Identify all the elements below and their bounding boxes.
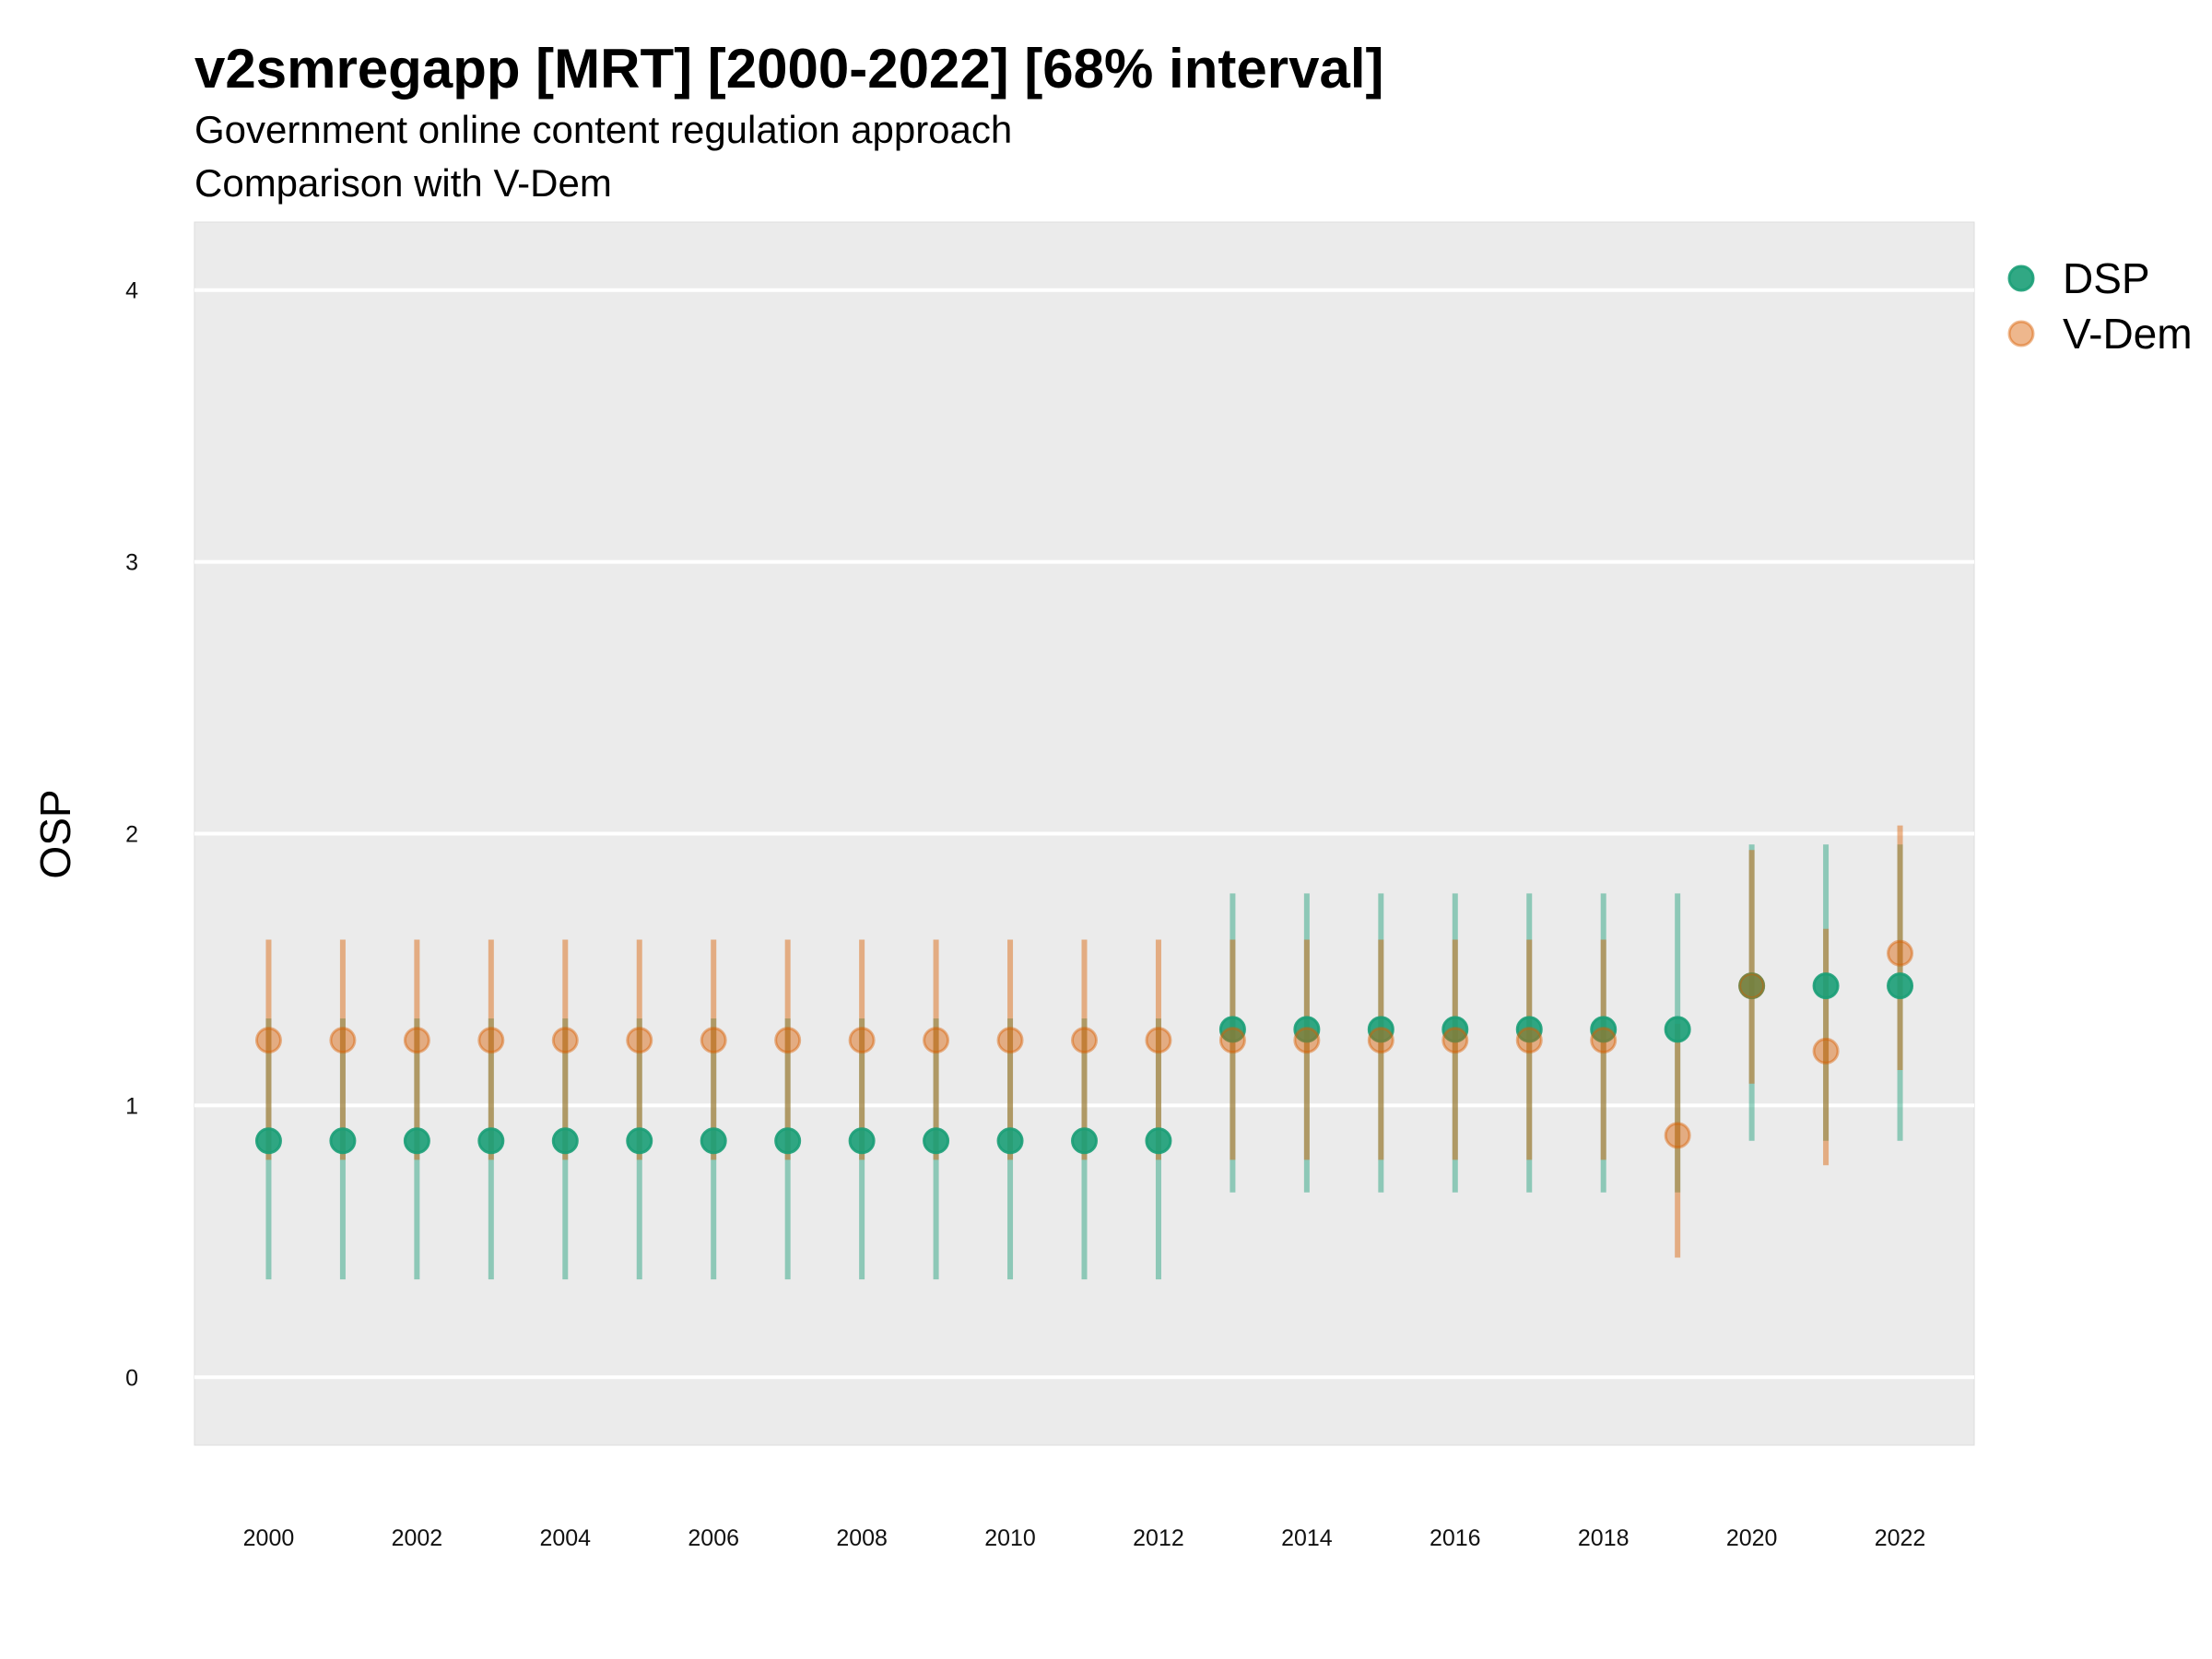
v-dem-point-2003 (477, 1027, 505, 1054)
v-dem-legend-key (2007, 320, 2035, 347)
x-tick-label: 2004 (539, 1525, 591, 1551)
dsp-point-2011 (1071, 1127, 1098, 1155)
v-dem-point-2011 (1071, 1027, 1098, 1054)
x-tick-label: 2016 (1430, 1525, 1481, 1551)
dsp-point-2002 (403, 1127, 430, 1155)
grid-lines (194, 288, 1974, 1380)
v-dem-point-2000 (254, 1027, 282, 1054)
v-dem-point-2020 (1738, 972, 1766, 1000)
v-dem-legend-label: V-Dem (2063, 310, 2193, 358)
legend: DSP V-Dem (2007, 254, 2193, 358)
x-tick-label: 2020 (1726, 1525, 1778, 1551)
x-tick-label: 2022 (1875, 1525, 1926, 1551)
dsp-legend-key (2007, 265, 2035, 292)
v-dem-point-2021 (1812, 1037, 1840, 1065)
x-tick-label: 2000 (243, 1525, 295, 1551)
y-tick-label: 2 (125, 822, 138, 848)
dsp-point-2001 (329, 1127, 357, 1155)
v-dem-point-2001 (329, 1027, 357, 1054)
dsp-point-2009 (923, 1127, 950, 1155)
chart-title: v2smregapp [MRT] [2000-2022] [68% interv… (194, 38, 1383, 100)
dsp-point-2021 (1812, 972, 1840, 1000)
v-dem-point-2014 (1293, 1027, 1321, 1054)
dsp-point-2018 (1590, 1016, 1618, 1043)
dsp-point-2020 (1738, 972, 1766, 1000)
dsp-point-2013 (1218, 1016, 1246, 1043)
v-dem-point-2008 (848, 1027, 876, 1054)
dsp-point-2017 (1515, 1016, 1543, 1043)
chart-subtitle-2: Comparison with V-Dem (194, 161, 612, 205)
y-axis-ticks: 0 1 2 3 4 (125, 278, 138, 1392)
v-dem-point-2007 (774, 1027, 802, 1054)
v-dem-point-2016 (1441, 1027, 1469, 1054)
y-tick-label: 0 (125, 1365, 138, 1391)
dsp-point-2012 (1145, 1127, 1172, 1155)
v-dem-point-2004 (551, 1027, 579, 1054)
v-dem-point-2005 (626, 1027, 653, 1054)
x-tick-label: 2012 (1133, 1525, 1184, 1551)
x-tick-label: 2010 (984, 1525, 1036, 1551)
dsp-point-2008 (848, 1127, 876, 1155)
x-tick-label: 2002 (392, 1525, 443, 1551)
dsp-point-2003 (477, 1127, 505, 1155)
v-dem-point-2022 (1887, 939, 1914, 967)
dsp-point-2010 (996, 1127, 1024, 1155)
v-dem-point-2019 (1664, 1122, 1691, 1149)
data-points (254, 939, 1914, 1155)
x-tick-label: 2006 (688, 1525, 739, 1551)
x-tick-label: 2018 (1578, 1525, 1630, 1551)
dsp-legend-label: DSP (2063, 254, 2150, 302)
dsp-point-2022 (1887, 972, 1914, 1000)
dsp-point-2014 (1293, 1016, 1321, 1043)
y-tick-label: 1 (125, 1093, 138, 1119)
x-tick-label: 2008 (836, 1525, 888, 1551)
v-dem-point-2009 (923, 1027, 950, 1054)
chart-subtitle: Government online content regulation app… (194, 108, 1012, 151)
dsp-point-2000 (254, 1127, 282, 1155)
dsp-point-2015 (1367, 1016, 1394, 1043)
x-axis-ticks: 2000 2002 2004 2006 2008 2010 2012 2014 2016 2018… (243, 1525, 1926, 1551)
dsp-point-2016 (1441, 1016, 1469, 1043)
y-axis-label: OSP (31, 789, 79, 878)
v-dem-point-2012 (1145, 1027, 1172, 1054)
v-dem-point-2013 (1218, 1027, 1246, 1054)
v-dem-point-2002 (403, 1027, 430, 1054)
dsp-point-2007 (774, 1127, 802, 1155)
v-dem-point-2017 (1515, 1027, 1543, 1054)
v-dem-point-2018 (1590, 1027, 1618, 1054)
y-tick-label: 3 (125, 550, 138, 576)
dsp-point-2019 (1664, 1016, 1691, 1043)
y-tick-label: 4 (125, 278, 138, 304)
dsp-point-2006 (700, 1127, 727, 1155)
dsp-point-2004 (551, 1127, 579, 1155)
v-dem-point-2015 (1367, 1027, 1394, 1054)
x-tick-label: 2014 (1281, 1525, 1333, 1551)
dsp-point-2005 (626, 1127, 653, 1155)
v-dem-point-2006 (700, 1027, 727, 1054)
v-dem-point-2010 (996, 1027, 1024, 1054)
